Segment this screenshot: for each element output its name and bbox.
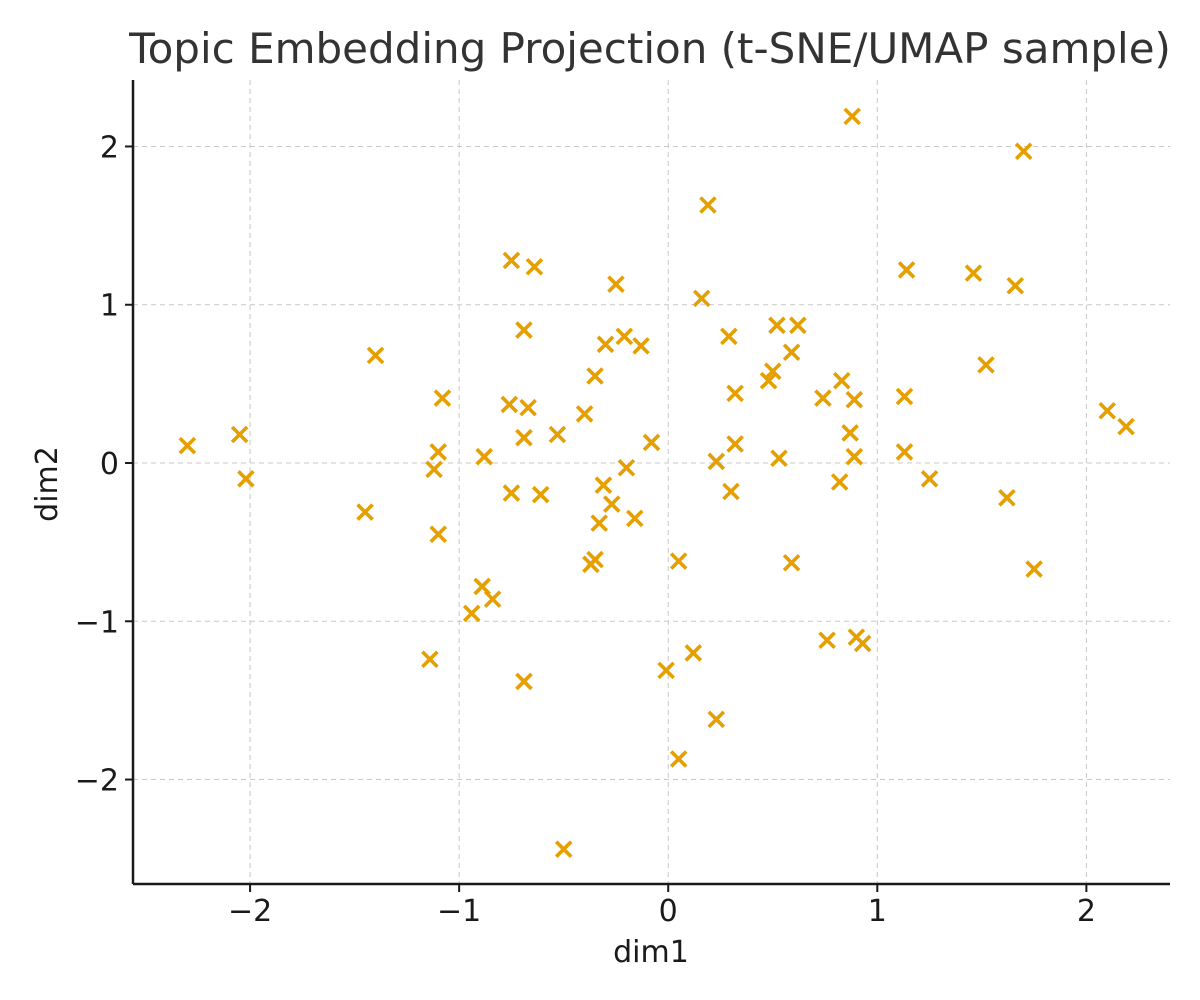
data-point (502, 484, 521, 502)
data-point (590, 514, 609, 532)
y-ticks: −2 −1 0 1 2 (75, 130, 133, 799)
data-point (770, 449, 788, 468)
data-point (669, 552, 688, 570)
data-point (789, 316, 807, 335)
data-point (720, 327, 738, 346)
data-point (425, 460, 443, 479)
data-point (830, 473, 849, 491)
data-point (920, 470, 939, 488)
data-point (707, 452, 726, 471)
data-point (1098, 402, 1117, 420)
data-point (841, 424, 859, 442)
data-point (626, 509, 644, 528)
data-point (782, 343, 801, 361)
data-point (575, 405, 594, 423)
data-point (832, 371, 851, 390)
data-point (853, 634, 872, 653)
data-points (178, 107, 1135, 858)
data-point (519, 398, 537, 417)
data-point (617, 458, 636, 477)
data-point (607, 275, 625, 293)
data-point (657, 661, 675, 680)
data-point (596, 335, 615, 354)
data-point (897, 261, 916, 279)
chart-title: Topic Embedding Projection (t-SNE/UMAP s… (128, 24, 1171, 73)
data-point (237, 470, 255, 488)
data-point (433, 389, 452, 407)
data-point (1025, 560, 1043, 578)
data-point (586, 550, 604, 569)
data-point (998, 489, 1016, 507)
data-point (515, 321, 533, 339)
x-tick-label: 1 (868, 894, 887, 929)
data-point (763, 362, 782, 380)
data-point (594, 476, 613, 494)
data-point (230, 425, 249, 444)
y-tick-label: −1 (75, 605, 119, 640)
data-point (531, 485, 550, 504)
data-point (356, 503, 374, 521)
x-tick-label: 0 (659, 894, 678, 929)
data-point (586, 367, 604, 385)
data-point (895, 443, 914, 461)
data-point (818, 631, 836, 650)
data-point (669, 750, 688, 768)
data-point (845, 447, 864, 466)
data-point (964, 264, 983, 282)
data-point (768, 316, 786, 335)
data-point (615, 327, 634, 346)
x-tick-label: −1 (437, 894, 481, 929)
x-ticks: −2 −1 0 1 2 (228, 884, 1096, 929)
y-tick-label: −2 (75, 764, 119, 799)
data-point (707, 710, 726, 729)
data-point (726, 384, 744, 403)
data-point (462, 604, 481, 623)
data-point (366, 346, 385, 365)
data-point (782, 553, 801, 572)
data-point (554, 840, 573, 858)
data-point (475, 447, 494, 466)
data-point (722, 482, 740, 501)
x-tick-label: 2 (1077, 894, 1096, 929)
data-point (699, 196, 717, 214)
x-tick-label: −2 (228, 894, 272, 929)
data-point (429, 525, 448, 544)
x-axis-label: dim1 (613, 935, 689, 970)
data-point (548, 425, 567, 444)
data-point (1006, 276, 1025, 295)
data-point (502, 251, 521, 270)
data-point (483, 590, 502, 608)
data-point (1014, 142, 1033, 160)
data-point (814, 389, 832, 407)
data-point (515, 428, 533, 447)
data-point (726, 435, 744, 453)
data-point (515, 672, 533, 691)
data-point (603, 495, 621, 513)
data-point (895, 387, 914, 406)
axes (131, 80, 1170, 886)
data-point (759, 371, 778, 390)
data-point (692, 289, 711, 308)
data-point (684, 644, 703, 662)
y-tick-label: 1 (100, 289, 119, 324)
data-point (178, 436, 197, 455)
data-point (421, 650, 439, 669)
data-point (632, 337, 650, 355)
data-point (977, 356, 995, 374)
data-point (845, 390, 864, 409)
data-point (429, 443, 448, 461)
grid (133, 80, 1170, 884)
data-point (500, 395, 519, 414)
data-point (642, 433, 661, 452)
data-point (1117, 417, 1135, 436)
y-tick-label: 0 (100, 447, 119, 482)
y-axis-label: dim2 (30, 446, 65, 522)
data-point (843, 107, 861, 126)
y-tick-label: 2 (100, 130, 119, 165)
data-point (525, 257, 544, 276)
